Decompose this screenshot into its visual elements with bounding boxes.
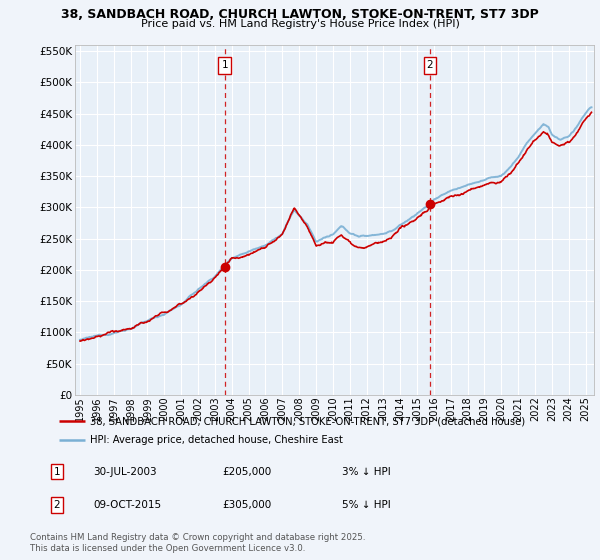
Text: Contains HM Land Registry data © Crown copyright and database right 2025.
This d: Contains HM Land Registry data © Crown c… [30,533,365,553]
Text: 38, SANDBACH ROAD, CHURCH LAWTON, STOKE-ON-TRENT, ST7 3DP (detached house): 38, SANDBACH ROAD, CHURCH LAWTON, STOKE-… [90,417,526,426]
Text: 09-OCT-2015: 09-OCT-2015 [93,500,161,510]
Text: HPI: Average price, detached house, Cheshire East: HPI: Average price, detached house, Ches… [90,435,343,445]
Text: 1: 1 [53,466,61,477]
Text: 38, SANDBACH ROAD, CHURCH LAWTON, STOKE-ON-TRENT, ST7 3DP: 38, SANDBACH ROAD, CHURCH LAWTON, STOKE-… [61,8,539,21]
Text: Price paid vs. HM Land Registry's House Price Index (HPI): Price paid vs. HM Land Registry's House … [140,19,460,29]
Text: 30-JUL-2003: 30-JUL-2003 [93,466,157,477]
Text: £205,000: £205,000 [222,466,271,477]
Text: £305,000: £305,000 [222,500,271,510]
Text: 1: 1 [221,60,228,71]
Text: 2: 2 [53,500,61,510]
Text: 3% ↓ HPI: 3% ↓ HPI [342,466,391,477]
Text: 5% ↓ HPI: 5% ↓ HPI [342,500,391,510]
Text: 2: 2 [427,60,433,71]
